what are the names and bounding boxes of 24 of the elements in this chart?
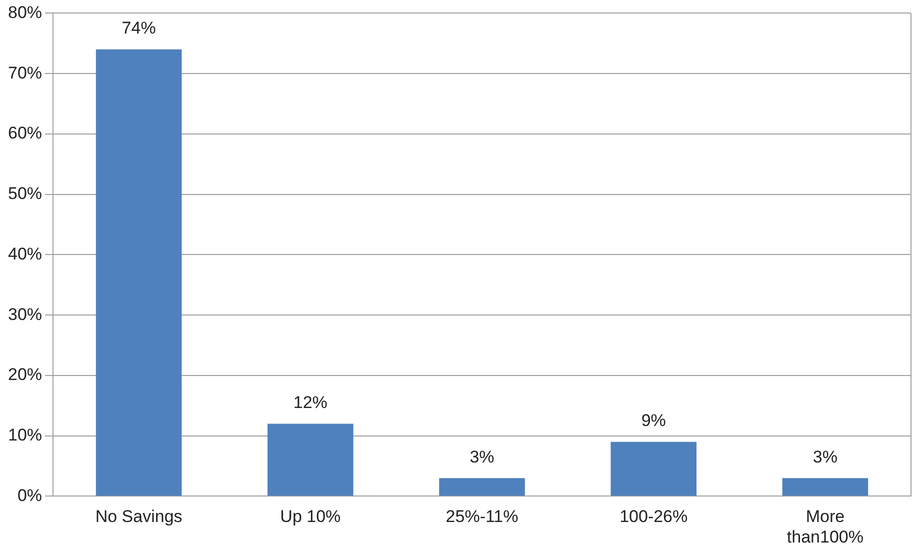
bar [439, 478, 525, 496]
data-label: 3% [812, 447, 838, 466]
y-tick-label: 20% [8, 365, 42, 384]
y-tick-label: 50% [8, 184, 42, 204]
x-tick-label: More than100% [786, 507, 864, 546]
data-label: 3% [470, 447, 494, 466]
x-tick-label: 25%-11% [446, 507, 518, 526]
bar [610, 442, 697, 496]
x-tick-label: 100-26% [620, 507, 688, 526]
y-tick-label: 0% [17, 486, 42, 505]
x-tick-label: Up 10% [280, 507, 341, 526]
bar [268, 424, 354, 496]
y-tick-label: 10% [8, 426, 42, 445]
bar [96, 49, 182, 496]
bar [782, 478, 868, 496]
y-tick-label: 30% [8, 304, 42, 324]
y-tick-label: 40% [8, 244, 42, 264]
data-label: 12% [293, 392, 328, 412]
data-label: 9% [641, 411, 666, 430]
x-tick-label: No Savings [95, 507, 182, 526]
y-tick-label: 80% [8, 2, 42, 22]
y-tick-label: 60% [8, 124, 42, 143]
data-label: 74% [122, 18, 156, 38]
y-tick-label: 70% [8, 63, 42, 82]
